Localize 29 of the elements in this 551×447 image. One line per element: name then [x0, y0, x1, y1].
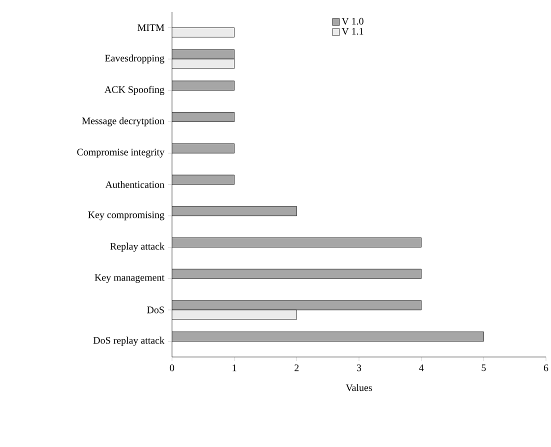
- x-tick-label: 4: [419, 364, 424, 372]
- x-tick-label: 5: [482, 364, 486, 372]
- y-tick-label: Compromise integrity: [77, 148, 164, 158]
- legend-label: V 1.1: [342, 28, 364, 35]
- y-tick-label: Key compromising: [88, 211, 164, 220]
- x-axis-title: Values: [346, 384, 372, 392]
- bar: [172, 112, 235, 122]
- bar: [172, 238, 422, 248]
- bar: [172, 332, 484, 342]
- y-tick-label: DoS: [147, 306, 164, 314]
- x-tick-label: 3: [356, 364, 362, 372]
- x-tick-label: 2: [294, 364, 299, 372]
- x-tick-label: 1: [232, 364, 236, 372]
- x-tick-label: 0: [170, 364, 174, 372]
- y-tick-label: Message decrytption: [82, 117, 164, 126]
- bar: [172, 143, 235, 154]
- y-tick-label: ACK Spoofing: [104, 86, 164, 95]
- x-tick-label: 6: [544, 364, 548, 372]
- legend-label: V 1.0: [342, 18, 364, 25]
- bar: [172, 80, 235, 91]
- bar: [172, 206, 297, 216]
- y-tick-label: Authentication: [105, 180, 164, 188]
- y-tick-label: Eavesdropping: [105, 54, 164, 64]
- y-tick-label: DoS replay attack: [93, 336, 164, 346]
- y-tick-label: Replay attack: [110, 242, 164, 252]
- y-tick-label: Key management: [94, 274, 164, 283]
- bar: [172, 268, 422, 279]
- bar: [172, 27, 235, 38]
- y-tick-label: MITM: [138, 24, 164, 31]
